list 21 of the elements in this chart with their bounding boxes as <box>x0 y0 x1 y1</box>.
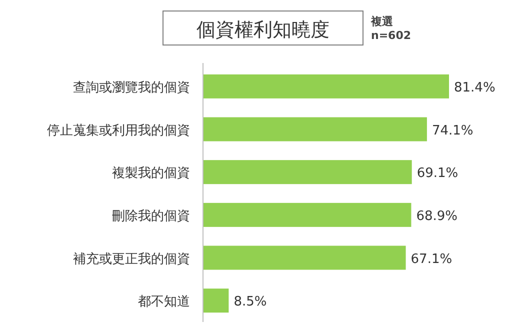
data-label: 69.1% <box>416 166 458 182</box>
data-label: 67.1% <box>410 252 452 267</box>
bar <box>203 160 412 184</box>
data-label: 8.5% <box>234 294 267 310</box>
y-tick-label: 補充或更正我的個資 <box>73 252 190 267</box>
bar <box>203 246 406 270</box>
y-tick-label: 都不知道 <box>138 294 190 310</box>
data-label: 81.4% <box>454 80 496 96</box>
y-tick-label: 停止蒐集或利用我的個資 <box>47 123 190 138</box>
bar <box>203 117 427 142</box>
text: 複選 <box>370 15 394 28</box>
y-tick-label: 查詢或瀏覽我的個資 <box>73 80 190 96</box>
bar <box>203 202 412 227</box>
bar <box>203 288 229 313</box>
text: n=602 <box>371 29 412 42</box>
data-label: 68.9% <box>416 208 458 224</box>
bar <box>203 74 449 98</box>
y-tick-label: 複製我的個資 <box>112 166 190 182</box>
chart-title: 個資權利知曉度 <box>196 19 330 41</box>
y-tick-label: 刪除我的個資 <box>112 208 190 224</box>
data-label: 74.1% <box>432 123 474 138</box>
